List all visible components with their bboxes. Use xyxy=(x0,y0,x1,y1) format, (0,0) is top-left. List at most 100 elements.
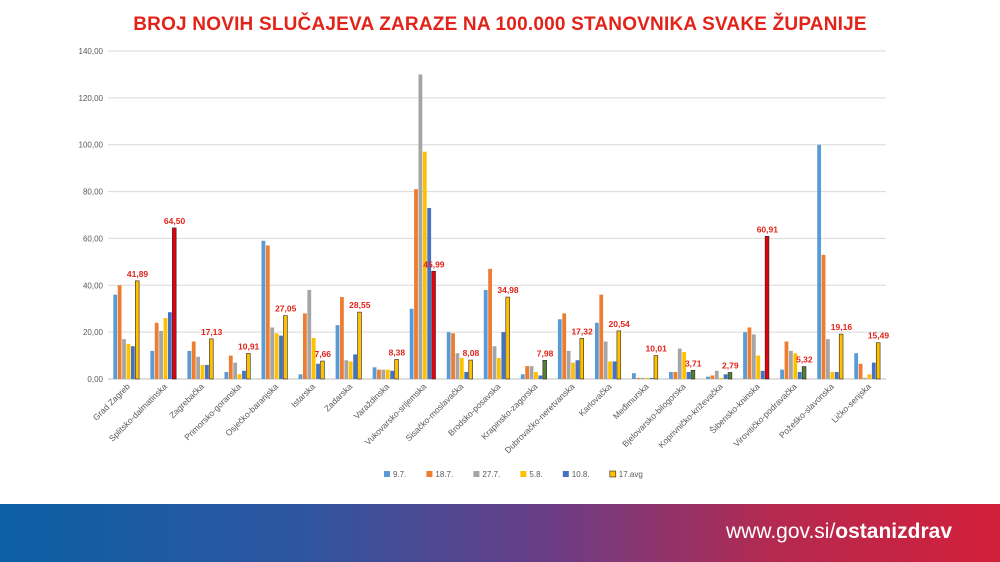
bar xyxy=(562,313,567,379)
x-tick-label: Karlovačka xyxy=(577,381,614,418)
bar xyxy=(228,355,233,379)
bar xyxy=(714,370,719,379)
bar xyxy=(640,377,645,379)
bar xyxy=(455,353,460,379)
bar xyxy=(867,374,872,379)
bar xyxy=(265,245,270,379)
bar xyxy=(464,371,469,379)
x-tick-label: Koprivničko-križevačka xyxy=(656,381,725,450)
bar xyxy=(631,373,636,379)
bar xyxy=(525,366,530,379)
data-label: 15,49 xyxy=(868,331,890,341)
bar xyxy=(446,332,451,379)
bar xyxy=(793,353,798,379)
data-label: 7,98 xyxy=(537,348,554,358)
bar xyxy=(636,377,641,379)
legend-swatch xyxy=(609,470,617,478)
bar xyxy=(200,364,205,379)
bars xyxy=(113,74,881,380)
data-label: 10,01 xyxy=(646,344,668,354)
bar xyxy=(233,362,238,379)
bar xyxy=(340,297,344,379)
x-axis-labels: Grad ZagrebSplitsko-dalmatinskaZagrebačk… xyxy=(91,381,873,455)
bar xyxy=(821,254,826,379)
bar xyxy=(723,374,728,379)
data-label: 41,89 xyxy=(127,269,149,279)
bar xyxy=(335,325,340,379)
bar xyxy=(505,296,510,380)
bar xyxy=(353,354,358,379)
bar xyxy=(529,366,534,379)
bar xyxy=(196,356,201,379)
bar xyxy=(747,327,752,379)
bar xyxy=(344,360,349,379)
bar xyxy=(875,342,881,380)
bar xyxy=(205,364,209,379)
data-label: 2,79 xyxy=(722,360,739,370)
data-label: 60,91 xyxy=(757,224,779,234)
bar xyxy=(501,332,506,379)
data-label: 20,54 xyxy=(609,319,631,329)
bar xyxy=(418,74,423,379)
bar xyxy=(224,371,229,379)
footer-url[interactable]: www.gov.si/ostanizdrav xyxy=(726,520,952,544)
bar xyxy=(612,361,617,379)
bar xyxy=(830,371,835,379)
x-tick-label: Bjelovarsko-bilogorska xyxy=(620,381,688,449)
bar xyxy=(751,334,756,379)
bar xyxy=(302,313,307,379)
y-tick-label: 60,00 xyxy=(83,234,104,243)
bar xyxy=(381,369,386,379)
legend-swatch xyxy=(473,471,480,477)
data-label: 64,50 xyxy=(164,216,186,226)
bar xyxy=(858,363,863,379)
bar xyxy=(797,371,802,379)
data-label: 17,13 xyxy=(201,327,223,337)
data-label: 10,91 xyxy=(238,341,260,351)
bar xyxy=(653,355,659,380)
x-tick-label: Istarska xyxy=(289,381,317,409)
legend-label: 17.avg xyxy=(619,470,643,479)
bar xyxy=(372,367,377,379)
data-label: 45,99 xyxy=(423,259,445,269)
bar xyxy=(760,370,765,379)
bar xyxy=(394,359,399,380)
data-label: 34,98 xyxy=(497,285,519,295)
footer-bar: www.gov.si/ostanizdrav xyxy=(0,504,1000,562)
bar xyxy=(557,319,562,379)
bar xyxy=(390,370,395,379)
bar xyxy=(520,374,525,379)
gridlines xyxy=(108,50,886,380)
data-label: 27,05 xyxy=(275,304,297,314)
chart: 0,00 20,00 40,00 60,00 80,00 100,00 120,00 140,… xyxy=(79,47,890,479)
bar xyxy=(431,270,436,380)
x-tick-label: Varaždinska xyxy=(352,381,392,421)
bar xyxy=(298,374,303,379)
legend-label: 9.7. xyxy=(393,470,406,479)
legend-swatch xyxy=(384,471,390,477)
data-label: 3,71 xyxy=(685,358,702,368)
bar xyxy=(616,330,622,380)
bar xyxy=(764,235,770,380)
bar xyxy=(459,357,464,379)
y-tick-label: 140,00 xyxy=(79,47,104,56)
x-tick-label: Zagrebačka xyxy=(167,381,206,420)
bar xyxy=(817,144,822,379)
bar xyxy=(422,151,427,379)
bar xyxy=(159,330,163,379)
bar xyxy=(756,355,761,379)
data-label: 8,08 xyxy=(463,348,480,358)
bar xyxy=(307,289,312,379)
chart-title: BROJ NOVIH SLUČAJEVA ZARAZE NA 100.000 S… xyxy=(133,14,867,35)
x-tick-label: Vukovarsko-srijemska xyxy=(363,381,429,447)
bar xyxy=(538,375,543,379)
bar xyxy=(316,363,320,379)
bar xyxy=(579,338,584,380)
y-tick-label: 40,00 xyxy=(83,281,104,290)
bar xyxy=(603,341,608,379)
bar xyxy=(854,353,859,379)
bar xyxy=(377,369,381,379)
x-tick-label: Dubrovačko-neretvanska xyxy=(503,381,577,455)
bar xyxy=(677,348,682,379)
bar xyxy=(669,371,673,379)
